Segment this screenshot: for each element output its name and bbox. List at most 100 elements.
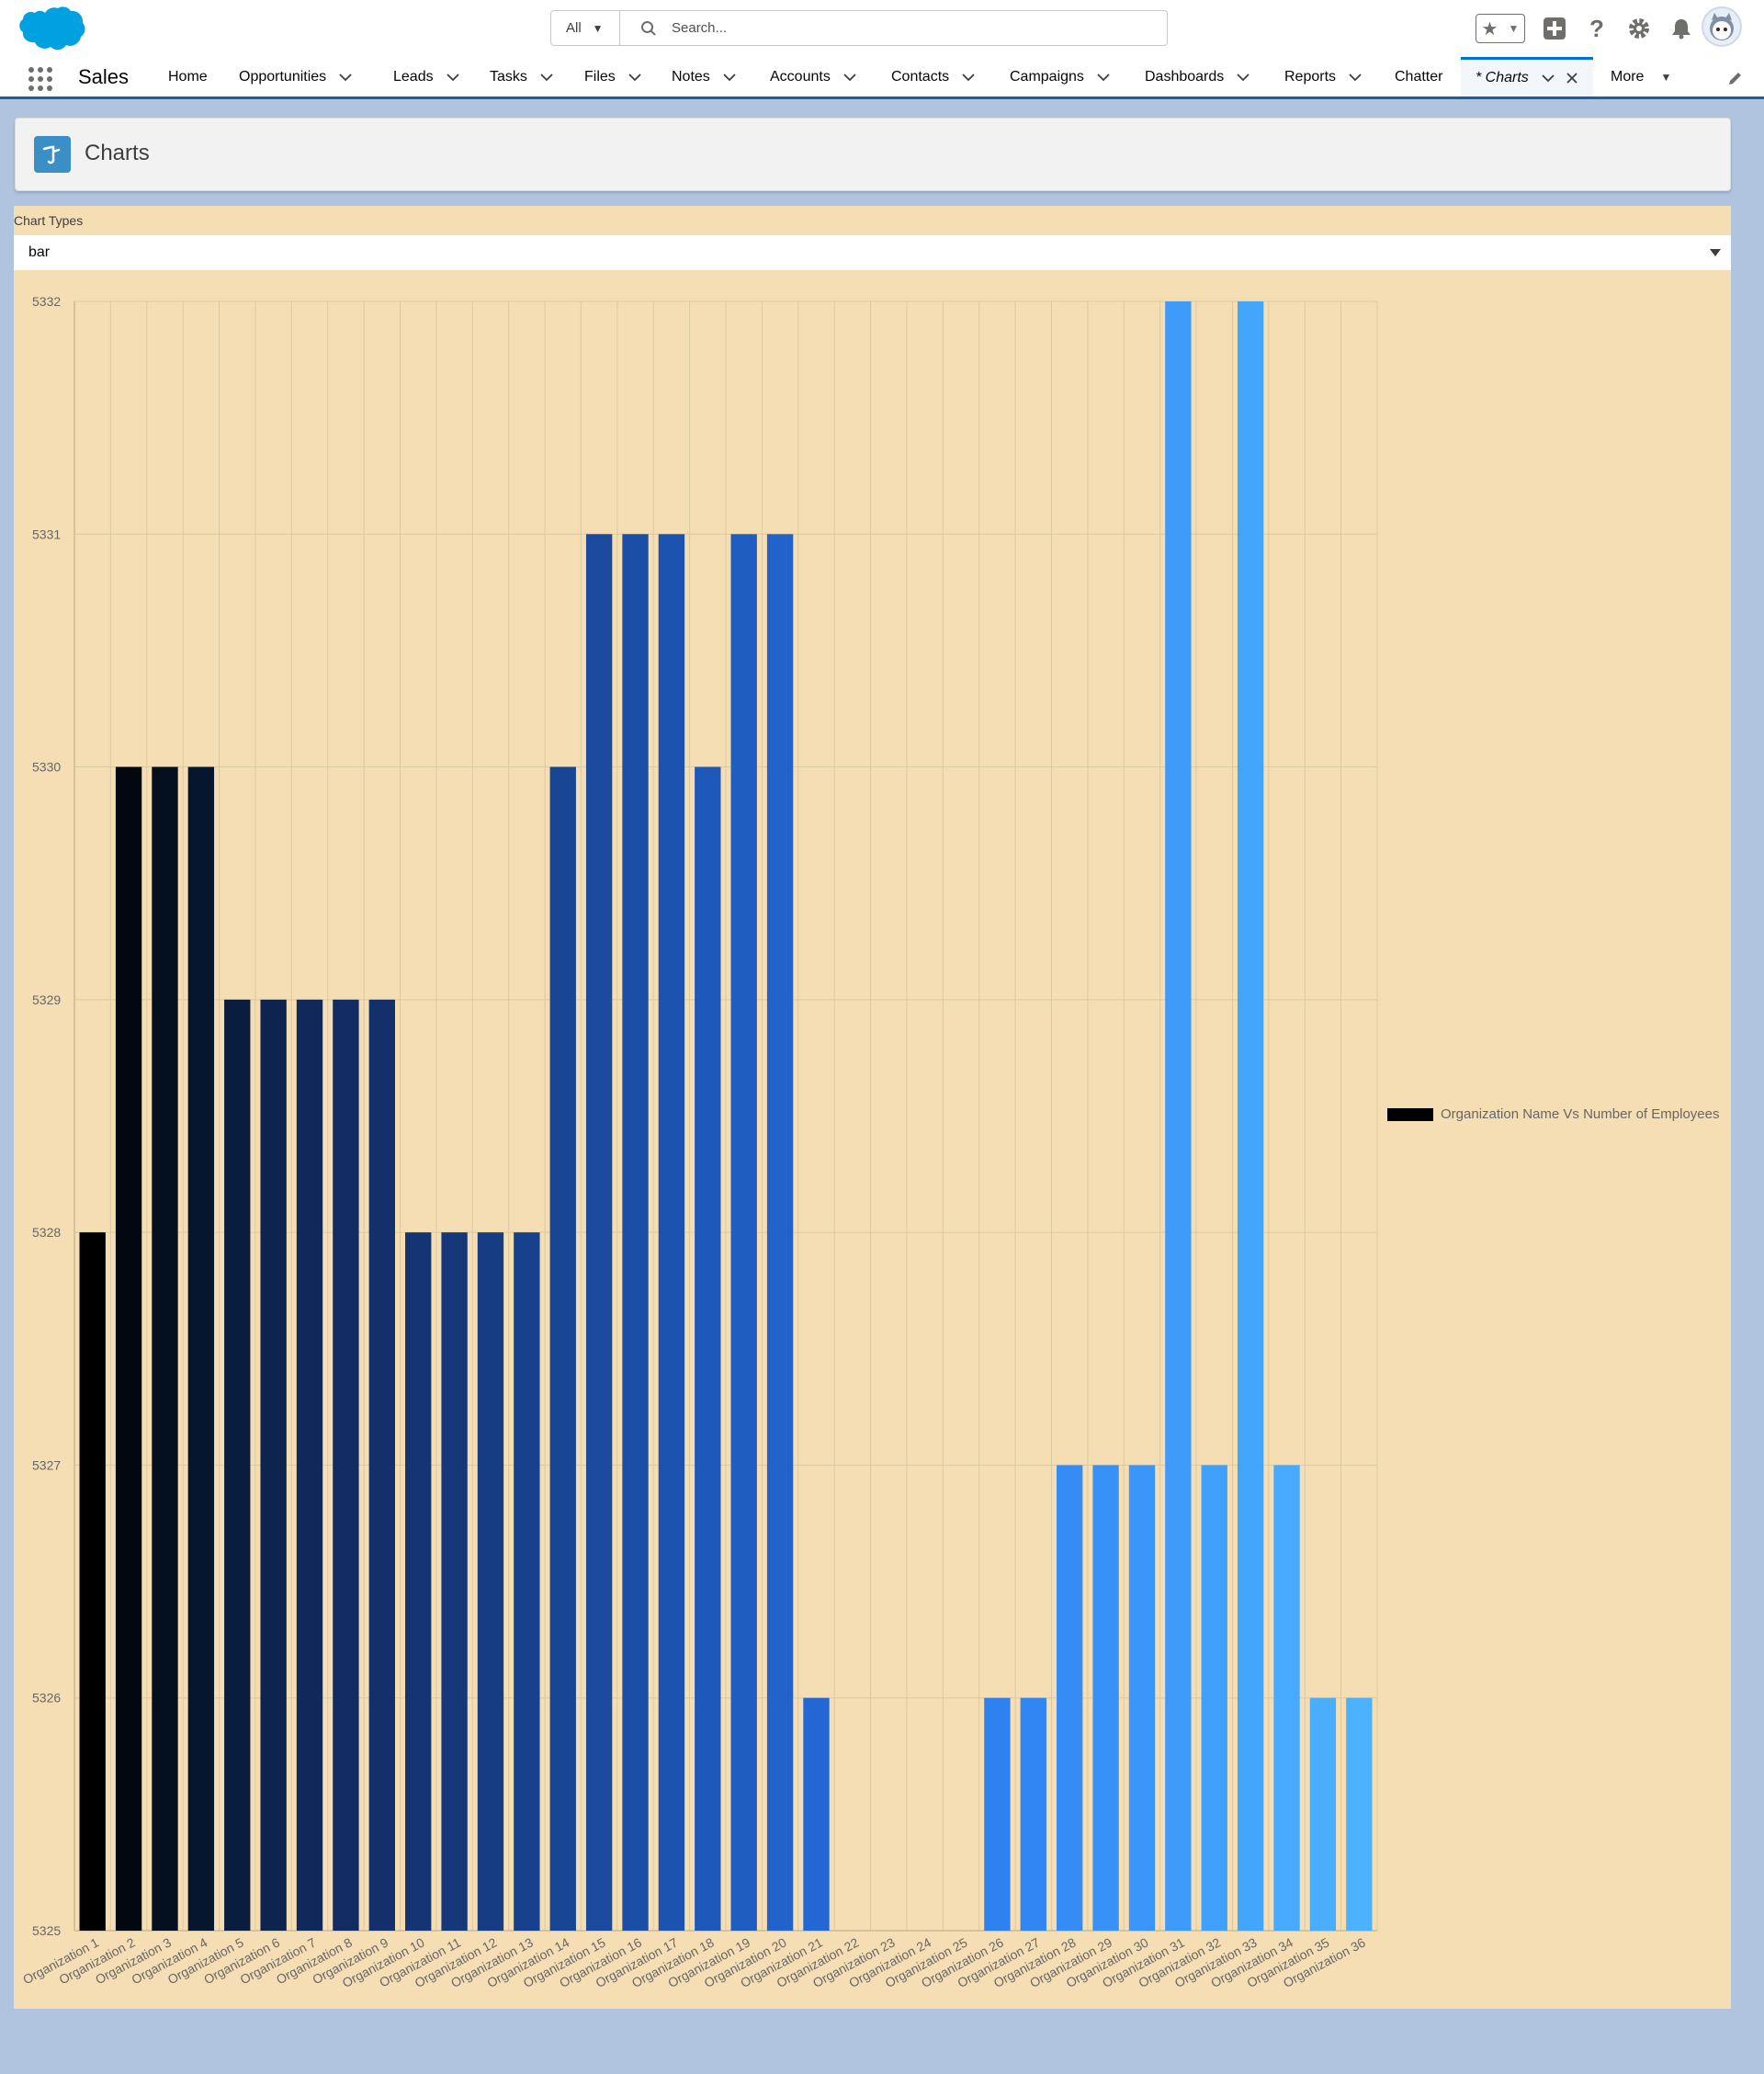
page-header: Charts <box>15 118 1731 191</box>
page-title: Charts <box>85 141 150 165</box>
chart-bar[interactable] <box>115 766 142 1931</box>
caret-down-icon <box>1710 249 1721 256</box>
nav-item-dashboards[interactable]: Dashboards <box>1145 57 1250 96</box>
chart-bar[interactable] <box>333 999 359 1931</box>
chart-bar[interactable] <box>1201 1465 1227 1931</box>
chart-bar[interactable] <box>1346 1697 1373 1931</box>
nav-item-files[interactable]: Files <box>584 57 641 96</box>
nav-item-more[interactable]: More ▼ <box>1611 57 1671 96</box>
chart-bar[interactable] <box>405 1232 432 1931</box>
chart-bar[interactable] <box>1128 1465 1156 1931</box>
y-tick-label: 5330 <box>32 760 61 775</box>
chart-bar[interactable] <box>79 1232 106 1931</box>
charts-tab-icon <box>34 136 71 173</box>
nav-item-label: Notes <box>672 68 710 85</box>
chevron-down-icon[interactable] <box>723 73 736 82</box>
chevron-down-icon[interactable] <box>540 73 553 82</box>
chart-bar[interactable] <box>152 766 178 1931</box>
chart-bar[interactable] <box>1309 1697 1337 1931</box>
chevron-down-icon[interactable] <box>843 73 856 82</box>
nav-item-label: Contacts <box>891 68 950 85</box>
chevron-down-icon[interactable] <box>1237 73 1250 82</box>
user-avatar[interactable] <box>1702 6 1742 47</box>
navigation-bar: Sales Home Opportunities Leads Tasks Fil… <box>0 57 1764 99</box>
chevron-down-icon[interactable] <box>1349 73 1362 82</box>
chevron-down-icon[interactable] <box>1542 74 1555 83</box>
app-name: Sales <box>78 65 130 88</box>
chart-bar[interactable] <box>260 999 287 1931</box>
chart-bar[interactable] <box>730 534 757 1932</box>
chart-bar[interactable] <box>1057 1465 1083 1931</box>
nav-item-opportunities[interactable]: Opportunities <box>239 57 352 96</box>
tab-charts-label: * Charts <box>1476 70 1529 85</box>
chart-bar[interactable] <box>441 1232 468 1931</box>
nav-item-campaigns[interactable]: Campaigns <box>1010 57 1110 96</box>
chart-panel: Chart Types bar 5332 5331 5330 5329 5328 5327… <box>14 206 1731 2009</box>
setup-button[interactable] <box>1626 16 1652 41</box>
chart-bar[interactable] <box>1273 1465 1300 1931</box>
nav-item-leads[interactable]: Leads <box>393 57 459 96</box>
chevron-down-icon[interactable] <box>339 73 352 82</box>
nav-item-tasks[interactable]: Tasks <box>490 57 553 96</box>
chart-bar[interactable] <box>514 1232 540 1931</box>
nav-item-notes[interactable]: Notes <box>672 57 736 96</box>
y-tick-label: 5329 <box>32 992 61 1007</box>
nav-item-label: Campaigns <box>1010 68 1084 85</box>
gear-icon <box>1629 18 1649 39</box>
chart-bar[interactable] <box>658 534 685 1932</box>
chevron-down-icon[interactable] <box>962 73 975 82</box>
help-button[interactable]: ? <box>1584 15 1610 42</box>
y-tick-label: 5332 <box>32 294 61 309</box>
chevron-down-icon[interactable] <box>628 73 641 82</box>
search-scope-value: All <box>566 20 582 36</box>
salesforce-logo[interactable] <box>17 6 86 51</box>
chevron-down-icon[interactable] <box>446 73 459 82</box>
app-launcher-icon[interactable] <box>28 66 53 92</box>
close-icon[interactable] <box>1566 72 1578 85</box>
search-input[interactable] <box>672 20 1131 36</box>
global-add-button[interactable] <box>1542 16 1567 41</box>
chart-bar[interactable] <box>803 1697 830 1931</box>
chart-bar[interactable] <box>224 999 251 1931</box>
chart-bar[interactable] <box>368 999 395 1931</box>
legend-swatch <box>1387 1107 1433 1121</box>
tab-charts[interactable]: * Charts <box>1461 57 1593 96</box>
chart-bar[interactable] <box>1237 301 1264 1931</box>
chart-bar[interactable] <box>695 766 721 1931</box>
nav-item-chatter[interactable]: Chatter <box>1395 57 1442 96</box>
pencil-icon[interactable] <box>1727 70 1744 86</box>
global-search: All ▼ <box>550 10 1168 46</box>
chart-bar[interactable] <box>984 1697 1011 1931</box>
favorites-button[interactable]: ★ ▼ <box>1476 14 1525 43</box>
caret-down-icon: ▼ <box>1660 70 1672 84</box>
chart-bar[interactable] <box>187 766 215 1931</box>
chart-bar[interactable] <box>1092 1465 1119 1931</box>
chevron-down-icon[interactable] <box>1097 73 1110 82</box>
search-icon <box>641 20 656 36</box>
notifications-button[interactable] <box>1668 16 1694 41</box>
chart-bar[interactable] <box>549 766 576 1931</box>
chart-bar[interactable] <box>477 1232 504 1931</box>
chart-bar[interactable] <box>622 534 649 1932</box>
bell-icon <box>1672 19 1690 40</box>
nav-item-accounts[interactable]: Accounts <box>770 57 856 96</box>
chart-types-select[interactable]: bar <box>14 235 1731 270</box>
chart-bar[interactable] <box>1020 1697 1046 1931</box>
chart-bar[interactable] <box>296 999 323 1931</box>
legend-label: Organization Name Vs Number of Employees <box>1441 1106 1720 1122</box>
chart-legend[interactable]: Organization Name Vs Number of Employees <box>1387 1106 1719 1122</box>
nav-item-home[interactable]: Home <box>168 57 208 96</box>
search-scope-select[interactable]: All ▼ <box>551 11 620 45</box>
chart-bar[interactable] <box>1165 301 1192 1931</box>
chart-types-value: bar <box>28 244 51 260</box>
nav-item-label: Home <box>168 68 208 85</box>
nav-item-contacts[interactable]: Contacts <box>891 57 975 96</box>
nav-item-reports[interactable]: Reports <box>1284 57 1362 96</box>
chart-bar[interactable] <box>585 534 613 1932</box>
y-tick-label: 5328 <box>32 1225 61 1240</box>
caret-down-icon: ▼ <box>592 21 604 35</box>
nav-item-label: Opportunities <box>239 68 327 85</box>
chart-bar[interactable] <box>766 534 794 1932</box>
plus-icon <box>1544 17 1566 40</box>
nav-item-label: Accounts <box>770 68 831 85</box>
